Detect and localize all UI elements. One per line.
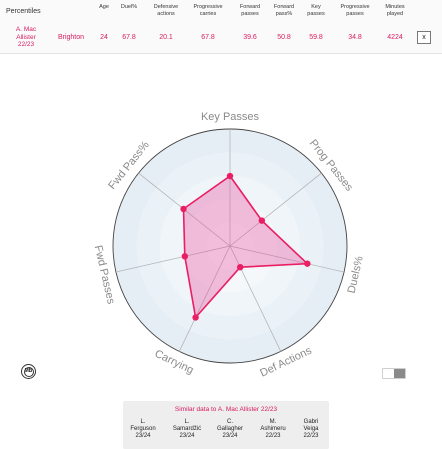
column-header: Duel% (121, 4, 137, 11)
percentile-value: 50.8 (277, 34, 291, 41)
similar-player-season: 22/23 (303, 432, 319, 439)
radar-spoke (115, 245, 231, 273)
column-header-line: passes (346, 10, 364, 17)
similar-player-first: L. (140, 419, 146, 425)
radar-spoke (229, 245, 345, 273)
radar-data-polygon (182, 174, 310, 320)
similar-player-season: 23/24 (222, 432, 238, 439)
similar-player[interactable]: L. Ferguson 23/24 (130, 419, 155, 439)
similar-player[interactable]: C. Gallagher 23/24 (217, 419, 243, 439)
percentile-value: 39.6 (243, 34, 257, 41)
column-header-line: Minutes (385, 4, 405, 10)
column-header: Key passes (307, 4, 324, 17)
column-header-line: passes (241, 10, 259, 17)
similar-player-first: M. (269, 419, 277, 425)
column-header-line: Forward (239, 4, 261, 10)
similar-player-last: Ferguson (130, 425, 156, 432)
column-header-line: passes (307, 10, 325, 17)
similar-player-first: C. (226, 419, 233, 425)
column-header-line: Defensive (153, 4, 179, 10)
radar-data-point (304, 260, 311, 267)
radar-data-point (237, 263, 244, 271)
percentile-value: 59.8 (309, 34, 323, 41)
similar-players-panel: Similar data to A. Mac Allister 22/23 L.… (123, 401, 329, 449)
radar-data-point (181, 253, 189, 260)
column-header: Forward pass% (274, 4, 294, 17)
column-header: Defensive actions (154, 4, 178, 17)
percentile-value: 67.8 (201, 34, 215, 41)
radar-data-point (192, 314, 199, 321)
column-header-line: carries (199, 10, 217, 17)
logo-icon: MB (21, 364, 36, 379)
similar-player-first: L. (184, 419, 190, 425)
similar-player[interactable]: L. Samardžić 23/24 (173, 419, 201, 439)
column-header-line: played (386, 10, 404, 17)
column-header-line: actions (157, 10, 175, 17)
player-team: Brighton (57, 34, 85, 41)
player-season: 22/23 (17, 41, 35, 48)
percentile-value: 34.8 (348, 34, 362, 41)
percentiles-title: Percentiles (6, 8, 41, 15)
radar-data-point (258, 217, 266, 224)
column-header-line: Progressive (340, 4, 370, 10)
percentile-value: 20.1 (159, 34, 173, 41)
column-header: Minutes played (385, 4, 404, 17)
column-header: Progressive passes (340, 4, 369, 17)
similar-player-last: Samardžić (172, 425, 202, 432)
column-header-line: Duel% (120, 4, 138, 10)
column-header: Age (99, 4, 109, 11)
column-header: Forward passes (240, 4, 260, 17)
similar-player-season: 23/24 (135, 432, 151, 439)
percentile-value: 24 (100, 34, 108, 41)
radar-data-point (180, 205, 187, 213)
column-header-line: pass% (275, 10, 293, 17)
radar-spoke (229, 172, 322, 247)
close-button[interactable]: x (417, 31, 431, 44)
similar-player-last: Ashimeru (260, 425, 286, 432)
player-name: A. Mac Allister 22/23 (9, 26, 43, 49)
similar-players-title: Similar data to A. Mac Allister 22/23 (174, 406, 278, 413)
column-header: Progressive carries (193, 4, 222, 17)
column-header-line: Progressive (193, 4, 223, 10)
percentiles-panel: Percentiles Age Duel% Defensive actions Prog… (0, 0, 442, 54)
radar-axis-label: Key Passes (201, 111, 260, 123)
similar-player-season: 22/23 (265, 432, 281, 439)
player-name-line: Allister (16, 33, 36, 41)
column-header-line: Age (99, 4, 109, 10)
column-header-line: Key (311, 4, 321, 10)
column-header-line: Forward (273, 4, 295, 10)
similar-player-first: Gabri (303, 419, 319, 425)
toggle-switch[interactable] (382, 368, 406, 379)
radar-spoke (229, 245, 282, 352)
percentile-value: 4224 (387, 34, 403, 41)
similar-player-last: Gallagher (216, 425, 244, 432)
similar-player-last: Veiga (303, 425, 319, 432)
player-name-line: A. Mac (15, 26, 37, 33)
similar-player[interactable]: Gabri Veiga 22/23 (303, 419, 318, 439)
similar-player[interactable]: M. Ashimeru 22/23 (260, 419, 285, 439)
radar-spoke (178, 245, 231, 352)
similar-player-season: 23/24 (179, 432, 195, 439)
percentile-value: 67.8 (122, 34, 136, 41)
toggle-knob[interactable] (394, 369, 405, 378)
radar-data-point (226, 172, 234, 180)
radar-axis-label: Duels% (346, 255, 366, 295)
